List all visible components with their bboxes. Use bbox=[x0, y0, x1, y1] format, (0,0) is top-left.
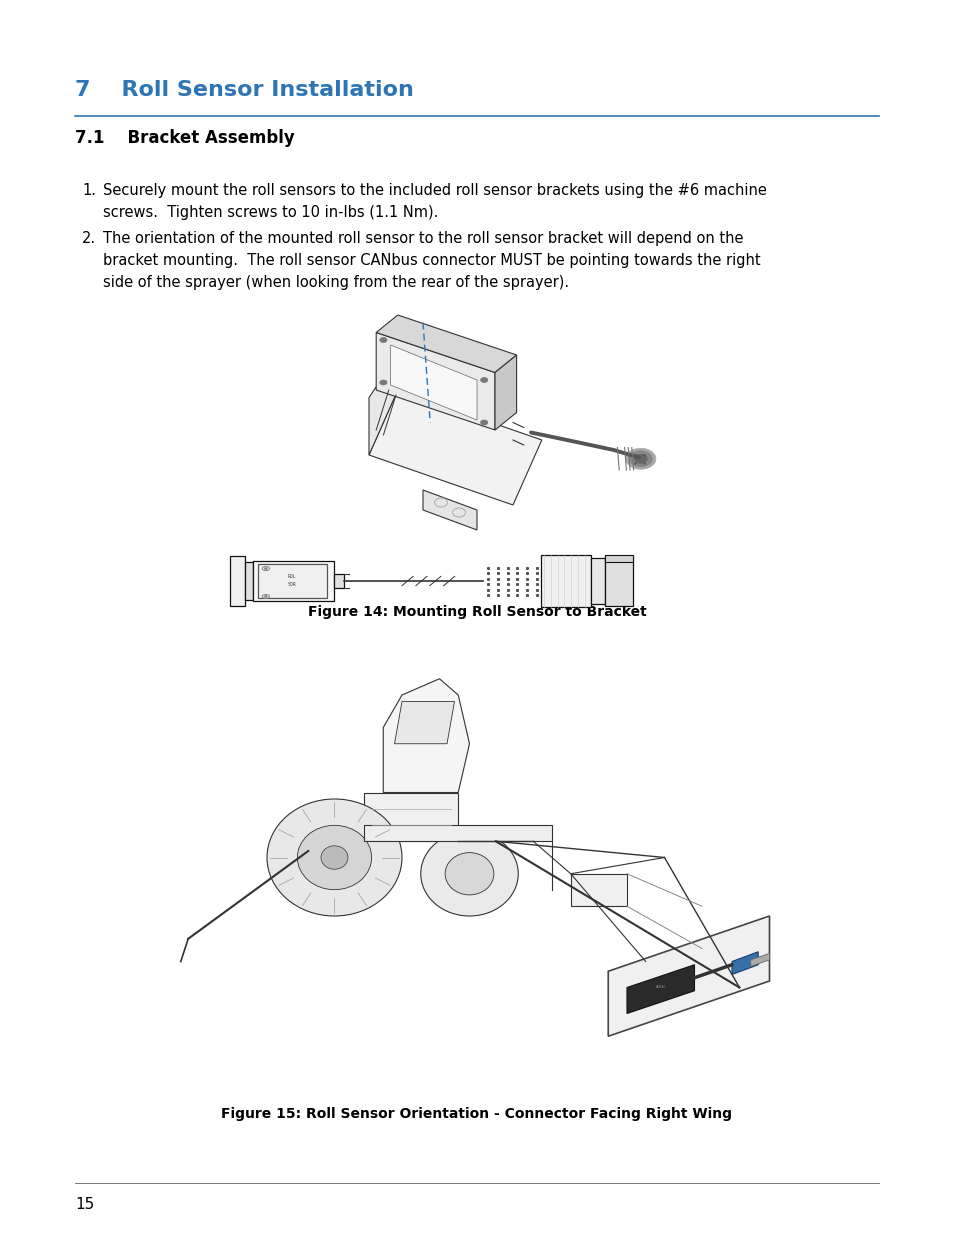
Circle shape bbox=[297, 825, 372, 889]
Polygon shape bbox=[570, 873, 626, 906]
Text: Securely mount the roll sensors to the included roll sensor brackets using the #: Securely mount the roll sensors to the i… bbox=[103, 183, 766, 198]
Text: 15: 15 bbox=[75, 1197, 94, 1212]
Circle shape bbox=[634, 454, 646, 463]
Text: SOR: SOR bbox=[288, 582, 296, 587]
Text: 7.1    Bracket Assembly: 7.1 Bracket Assembly bbox=[75, 128, 294, 147]
Polygon shape bbox=[375, 315, 517, 373]
Text: side of the sprayer (when looking from the rear of the sprayer).: side of the sprayer (when looking from t… bbox=[103, 275, 569, 290]
Text: ROL: ROL bbox=[288, 574, 296, 579]
Circle shape bbox=[320, 846, 348, 869]
Polygon shape bbox=[369, 354, 397, 454]
Circle shape bbox=[379, 380, 387, 385]
Circle shape bbox=[629, 451, 652, 467]
Circle shape bbox=[265, 568, 267, 569]
Text: 2.: 2. bbox=[82, 231, 96, 246]
Circle shape bbox=[480, 378, 487, 383]
Polygon shape bbox=[383, 679, 469, 793]
Polygon shape bbox=[422, 490, 476, 530]
Bar bbox=[604, 556, 632, 606]
Circle shape bbox=[265, 595, 267, 597]
Bar bbox=[253, 561, 334, 601]
Circle shape bbox=[420, 831, 517, 916]
Polygon shape bbox=[369, 390, 541, 505]
Polygon shape bbox=[750, 953, 769, 966]
Polygon shape bbox=[731, 952, 758, 974]
Polygon shape bbox=[375, 332, 495, 430]
Text: 1.: 1. bbox=[82, 183, 96, 198]
Polygon shape bbox=[364, 825, 552, 841]
Polygon shape bbox=[626, 965, 694, 1014]
Text: bracket mounting.  The roll sensor CANbus connector MUST be pointing towards the: bracket mounting. The roll sensor CANbus… bbox=[103, 253, 760, 268]
Polygon shape bbox=[364, 793, 457, 841]
Bar bbox=[540, 555, 590, 608]
Text: screws.  Tighten screws to 10 in-lbs (1.1 Nm).: screws. Tighten screws to 10 in-lbs (1.1… bbox=[103, 205, 438, 220]
Circle shape bbox=[379, 337, 387, 342]
Bar bbox=[590, 558, 604, 604]
Bar bbox=[245, 562, 253, 600]
Circle shape bbox=[445, 852, 494, 895]
Text: Figure 14: Mounting Roll Sensor to Bracket: Figure 14: Mounting Roll Sensor to Brack… bbox=[307, 605, 646, 619]
Text: Figure 15: Roll Sensor Orientation - Connector Facing Right Wing: Figure 15: Roll Sensor Orientation - Con… bbox=[221, 1107, 732, 1121]
Bar bbox=[230, 556, 245, 606]
Polygon shape bbox=[495, 354, 517, 430]
Bar bbox=[604, 555, 632, 562]
Polygon shape bbox=[608, 916, 769, 1036]
Text: The orientation of the mounted roll sensor to the roll sensor bracket will depen: The orientation of the mounted roll sens… bbox=[103, 231, 742, 246]
Bar bbox=[257, 564, 327, 598]
Polygon shape bbox=[390, 345, 476, 420]
Circle shape bbox=[625, 448, 656, 469]
Polygon shape bbox=[395, 701, 454, 743]
Text: NORAC: NORAC bbox=[655, 986, 665, 989]
Text: 7    Roll Sensor Installation: 7 Roll Sensor Installation bbox=[75, 80, 414, 100]
Circle shape bbox=[480, 420, 487, 425]
Circle shape bbox=[267, 799, 401, 916]
Bar bbox=[334, 574, 343, 588]
